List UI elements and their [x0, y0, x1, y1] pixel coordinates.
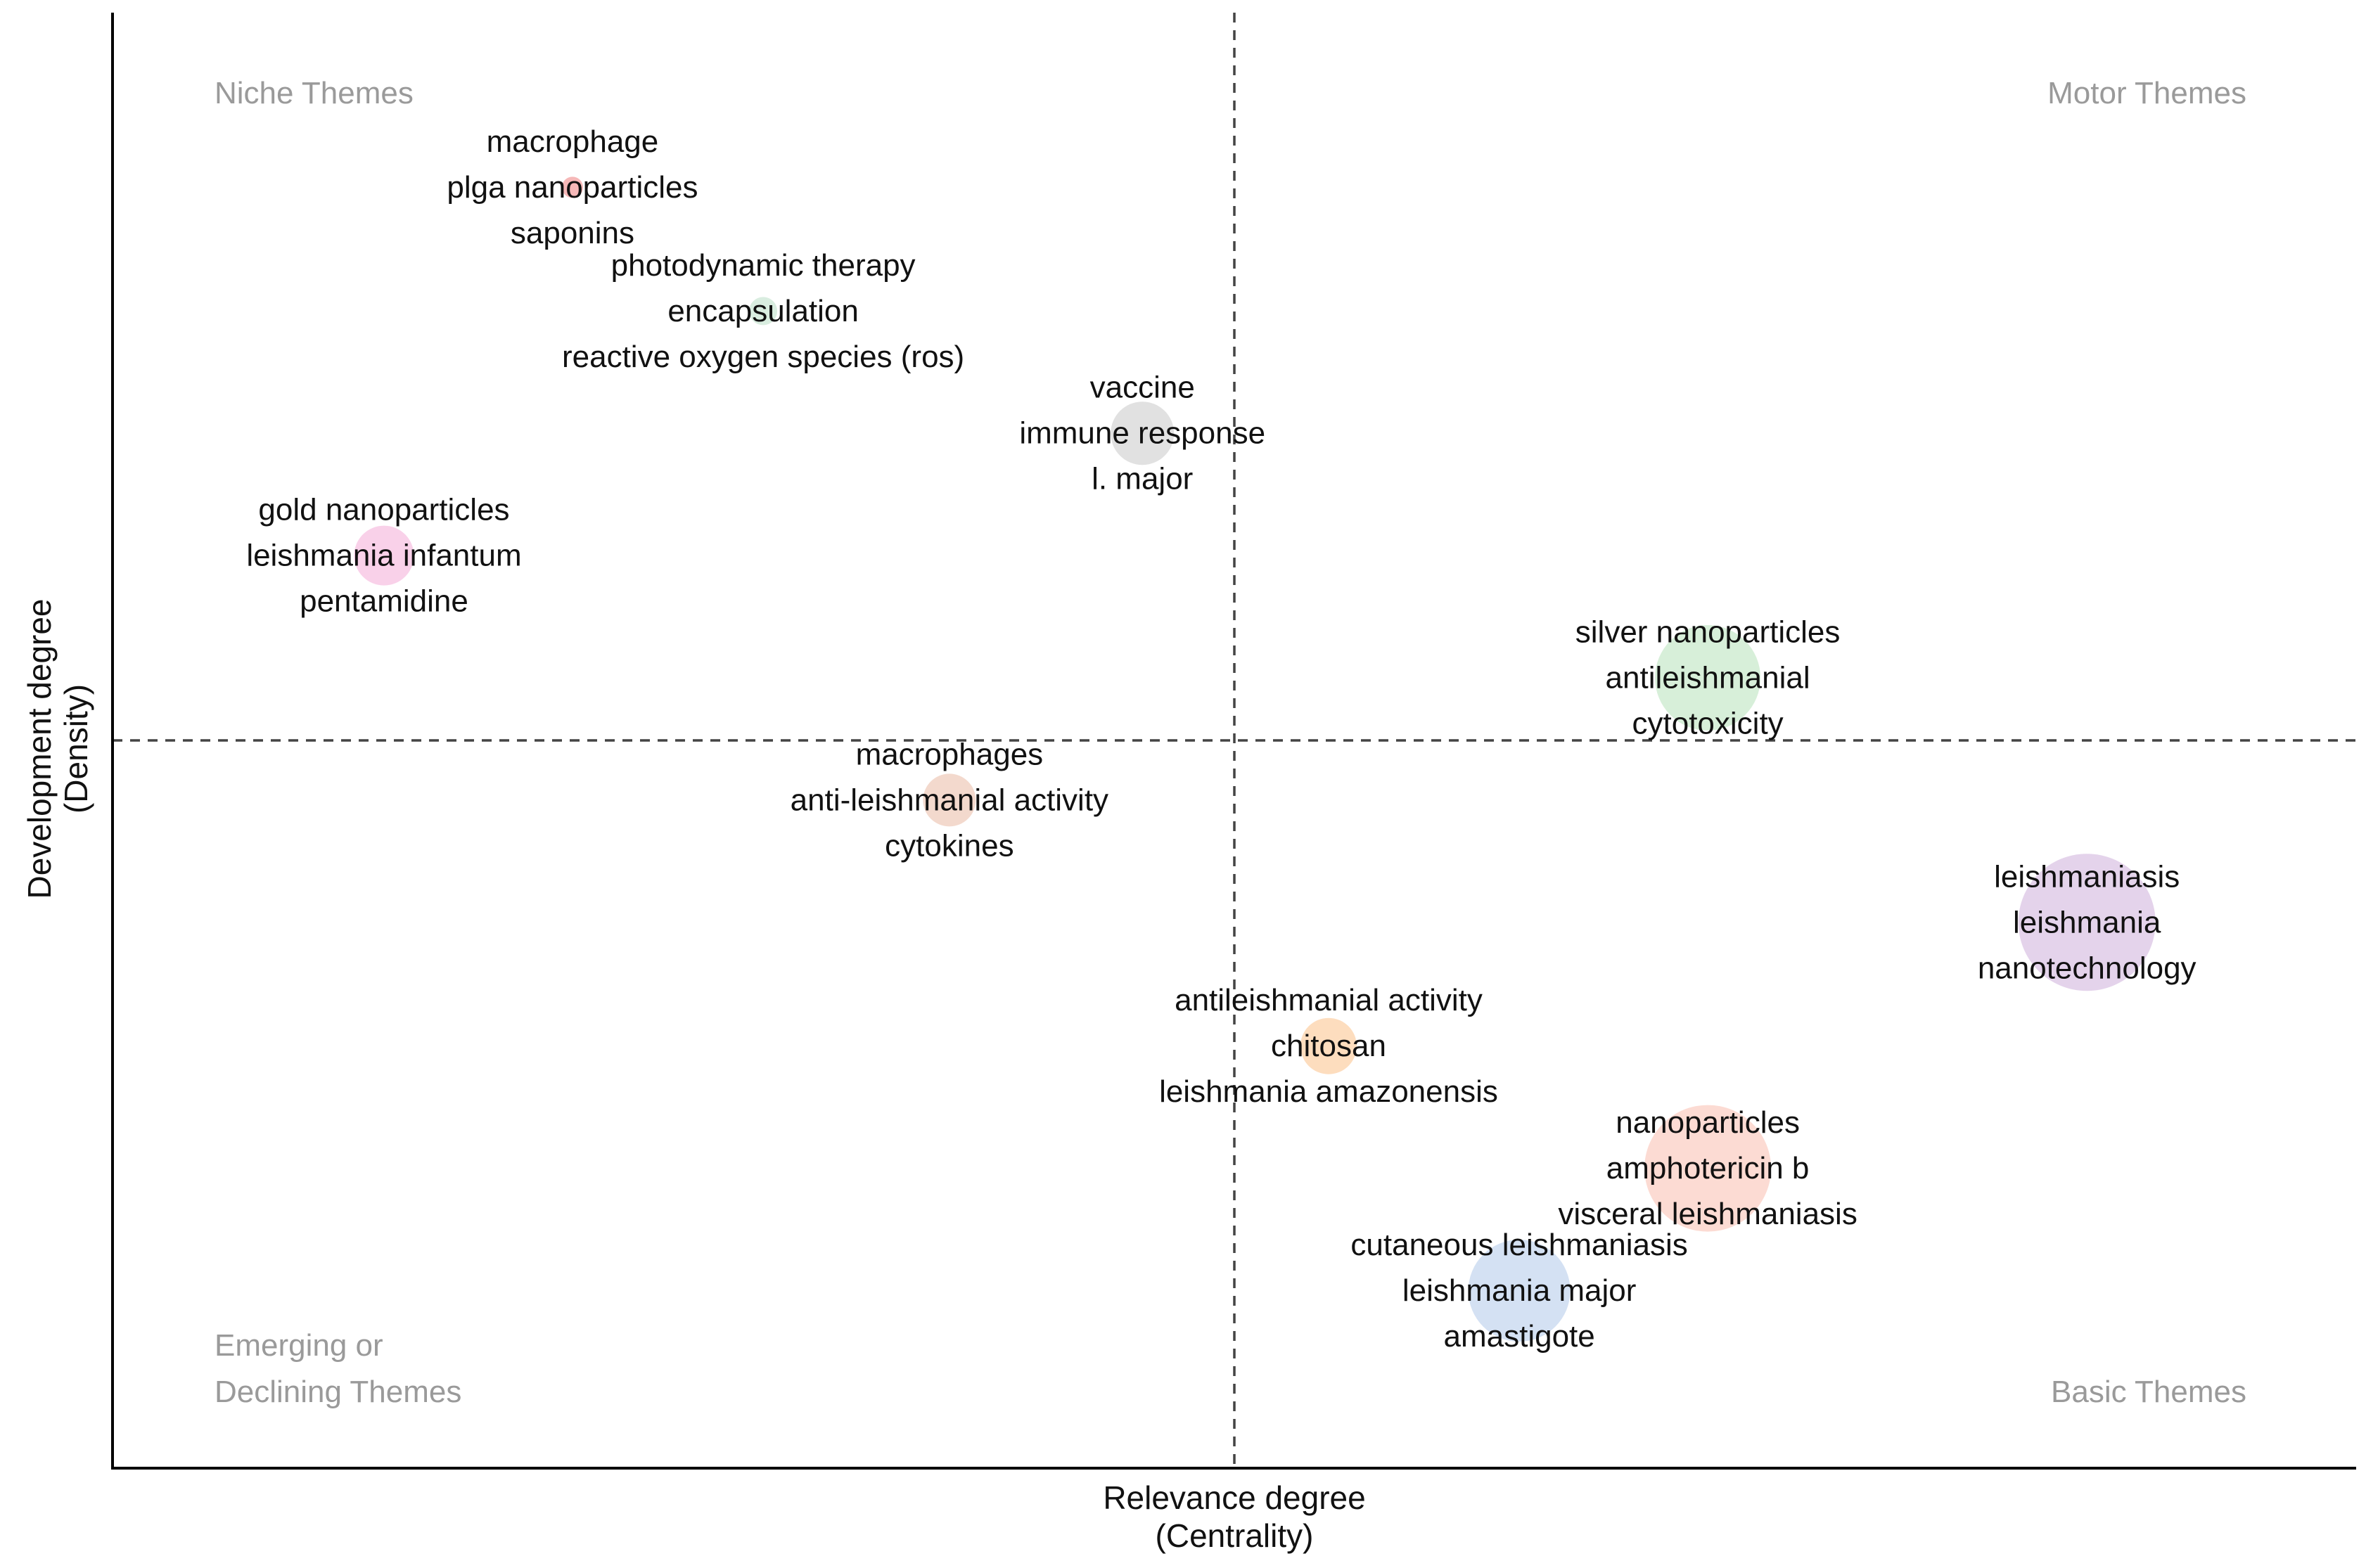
- cluster-4-term-3: pentamidine: [300, 584, 468, 619]
- cluster-7-term-3: nanotechnology: [1978, 951, 2196, 985]
- cluster-bubble-2: [749, 297, 778, 326]
- cluster-3-term-3: l. major: [1092, 462, 1193, 496]
- quadrant-label-basic: Basic Themes: [2051, 1375, 2246, 1409]
- y-axis-title-line1: Development degree: [21, 598, 58, 899]
- cluster-6-term-2: anti-leishmanial activity: [791, 783, 1108, 817]
- cluster-6-term-3: cytokines: [885, 828, 1013, 863]
- labels-layer: macrophage plga nanoparticles saponinsphot…: [246, 124, 2196, 1354]
- cluster-3-term-2: immune response: [1019, 416, 1265, 451]
- cluster-8-term-2: chitosan: [1271, 1029, 1386, 1063]
- cluster-2-term-3: reactive oxygen species (ros): [562, 340, 964, 374]
- x-axis-title-line2: (Centrality): [1156, 1517, 1314, 1554]
- y-axis-title-line2: (Density): [58, 684, 94, 814]
- cluster-8-term-3: leishmania amazonensis: [1159, 1074, 1498, 1109]
- cluster-bubble-9: [1644, 1105, 1772, 1232]
- cluster-bubble-6: [923, 773, 976, 827]
- cluster-1-term-3: saponins: [511, 216, 634, 250]
- cluster-bubble-5: [1655, 624, 1761, 731]
- cluster-9-term-3: visceral leishmaniasis: [1558, 1197, 1857, 1231]
- cluster-5-term-2: antileishmanial: [1606, 660, 1810, 695]
- cluster-5-term-3: cytotoxicity: [1632, 706, 1784, 740]
- cluster-9-term-1: nanoparticles: [1616, 1105, 1800, 1140]
- cluster-10-term-2: leishmania major: [1402, 1273, 1637, 1308]
- cluster-2-term-1: photodynamic therapy: [611, 248, 916, 283]
- cluster-4-term-2: leishmania infantum: [246, 539, 521, 573]
- cluster-1-term-1: macrophage: [487, 124, 659, 159]
- cluster-7-term-2: leishmania: [2013, 905, 2161, 939]
- cluster-bubble-4: [354, 525, 414, 586]
- x-axis-title-line1: Relevance degree: [1103, 1479, 1365, 1516]
- cluster-5-term-1: silver nanoparticles: [1575, 615, 1841, 649]
- cluster-6-term-1: macrophages: [856, 737, 1044, 771]
- quadrant-label-niche: Niche Themes: [215, 76, 414, 110]
- cluster-bubble-1: [561, 176, 583, 198]
- bubbles-layer: [354, 176, 2156, 1342]
- cluster-7-term-1: leishmaniasis: [1994, 859, 2180, 894]
- quadrant-label-emerging-line2: Declining Themes: [215, 1375, 461, 1409]
- cluster-bubble-10: [1468, 1239, 1571, 1342]
- cluster-10-term-1: cutaneous leishmaniasis: [1350, 1228, 1687, 1262]
- cluster-bubble-3: [1111, 401, 1175, 465]
- quadrant-label-emerging-line1: Emerging or: [215, 1328, 383, 1363]
- cluster-2-term-2: encapsulation: [667, 294, 859, 328]
- cluster-8-term-1: antileishmanial activity: [1175, 983, 1483, 1017]
- cluster-1-term-2: plga nanoparticles: [447, 170, 698, 205]
- cluster-3-term-1: vaccine: [1090, 371, 1195, 405]
- quadrant-label-motor: Motor Themes: [2047, 76, 2246, 110]
- cluster-bubble-8: [1300, 1017, 1357, 1074]
- cluster-4-term-1: gold nanoparticles: [258, 493, 509, 527]
- cluster-bubble-7: [2018, 854, 2156, 991]
- cluster-9-term-2: amphotericin b: [1606, 1151, 1810, 1185]
- cluster-10-term-3: amastigote: [1444, 1319, 1595, 1354]
